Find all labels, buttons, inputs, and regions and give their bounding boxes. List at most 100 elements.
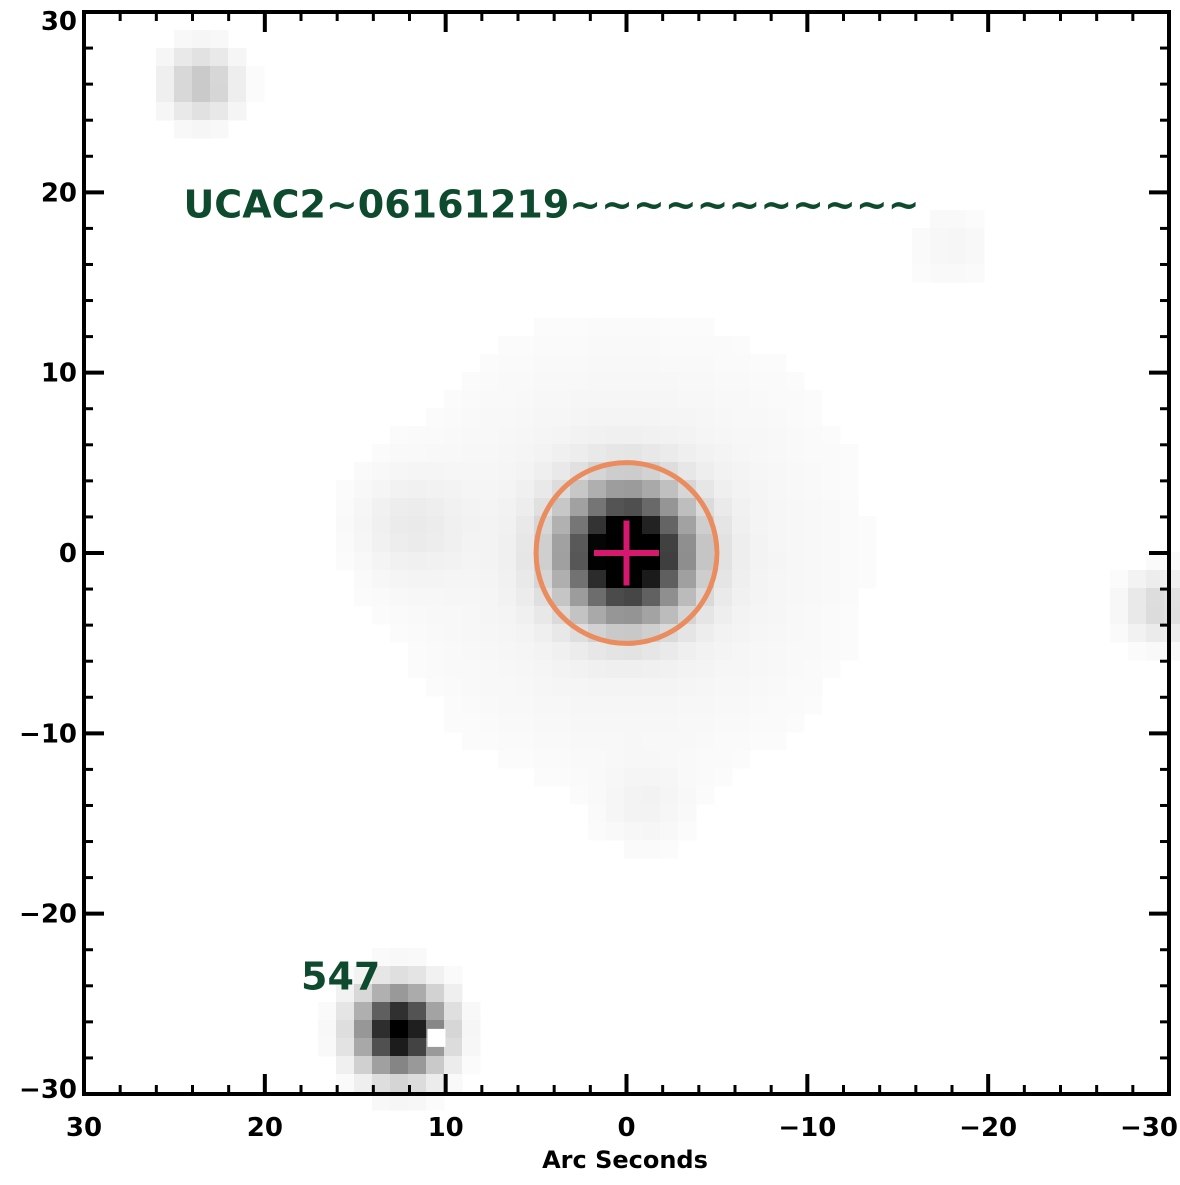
image-pixel: [768, 516, 787, 535]
image-pixel: [1146, 552, 1165, 571]
image-pixel: [480, 678, 499, 697]
image-pixel: [786, 480, 805, 499]
image-pixel: [534, 732, 553, 751]
image-pixel: [804, 462, 823, 481]
image-pixel: [606, 390, 625, 409]
image-pixel: [390, 1092, 409, 1111]
image-pixel: [714, 390, 733, 409]
image-pixel: [534, 696, 553, 715]
image-pixel: [696, 336, 715, 355]
image-pixel: [750, 498, 769, 517]
image-pixel: [660, 768, 679, 787]
image-pixel: [696, 768, 715, 787]
image-pixel: [714, 732, 733, 751]
image-pixel: [372, 480, 391, 499]
image-pixel: [822, 516, 841, 535]
image-pixel: [534, 480, 553, 499]
image-pixel: [444, 480, 463, 499]
image-pixel: [516, 444, 535, 463]
image-pixel: [516, 480, 535, 499]
image-pixel: [444, 714, 463, 733]
image-pixel: [426, 678, 445, 697]
image-pixel: [228, 84, 247, 103]
image-pixel: [642, 750, 661, 769]
image-pixel: [678, 822, 697, 841]
image-pixel: [750, 642, 769, 661]
image-pixel: [768, 372, 787, 391]
image-pixel: [498, 480, 517, 499]
image-pixel: [930, 246, 949, 265]
image-pixel: [660, 840, 679, 859]
image-pixel: [804, 408, 823, 427]
image-pixel: [678, 516, 697, 535]
image-pixel: [408, 1020, 427, 1039]
image-pixel: [390, 984, 409, 1003]
image-pixel: [408, 660, 427, 679]
image-pixel: [534, 390, 553, 409]
image-pixel: [390, 1038, 409, 1057]
image-pixel: [498, 390, 517, 409]
image-pixel: [444, 1056, 463, 1075]
image-pixel: [444, 426, 463, 445]
image-pixel: [444, 984, 463, 1003]
image-pixel: [498, 444, 517, 463]
image-pixel: [624, 498, 643, 517]
image-pixel: [408, 642, 427, 661]
image-pixel: [768, 408, 787, 427]
image-pixel: [912, 246, 931, 265]
image-pixel: [642, 786, 661, 805]
image-pixel: [552, 426, 571, 445]
image-pixel: [714, 678, 733, 697]
image-pixel: [840, 498, 859, 517]
image-pixel: [606, 336, 625, 355]
image-pixel: [642, 534, 661, 553]
image-pixel: [642, 408, 661, 427]
image-pixel: [498, 660, 517, 679]
image-pixel: [606, 408, 625, 427]
image-pixel: [660, 426, 679, 445]
image-pixel: [570, 444, 589, 463]
image-pixel: [786, 498, 805, 517]
image-pixel: [408, 966, 427, 985]
image-pixel: [516, 714, 535, 733]
image-pixel: [444, 408, 463, 427]
image-pixel: [588, 336, 607, 355]
image-pixel: [642, 426, 661, 445]
image-pixel: [588, 732, 607, 751]
image-pixel: [444, 498, 463, 517]
image-pixel: [390, 948, 409, 967]
image-pixel: [444, 1020, 463, 1039]
image-pixel: [570, 570, 589, 589]
image-pixel: [480, 480, 499, 499]
image-pixel: [444, 534, 463, 553]
image-pixel: [462, 498, 481, 517]
image-pixel: [498, 426, 517, 445]
image-pixel: [480, 660, 499, 679]
image-pixel: [480, 516, 499, 535]
image-pixel: [174, 120, 193, 139]
image-pixel: [462, 426, 481, 445]
image-pixel: [606, 768, 625, 787]
image-pixel: [624, 840, 643, 859]
image-pixel: [732, 498, 751, 517]
image-pixel: [732, 480, 751, 499]
image-pixel: [804, 660, 823, 679]
image-pixel: [570, 498, 589, 517]
image-pixel: [804, 642, 823, 661]
image-pixel: [480, 714, 499, 733]
image-pixel: [498, 642, 517, 661]
image-pixel: [192, 66, 211, 85]
image-pixel: [822, 570, 841, 589]
image-pixel: [408, 498, 427, 517]
image-pixel: [498, 408, 517, 427]
image-pixel: [858, 534, 877, 553]
image-pixel: [642, 732, 661, 751]
image-pixel: [696, 318, 715, 337]
image-pixel: [714, 336, 733, 355]
image-pixel: [930, 228, 949, 247]
image-pixel: [1146, 606, 1165, 625]
image-pixel: [786, 642, 805, 661]
image-pixel: [498, 372, 517, 391]
image-pixel: [822, 534, 841, 553]
